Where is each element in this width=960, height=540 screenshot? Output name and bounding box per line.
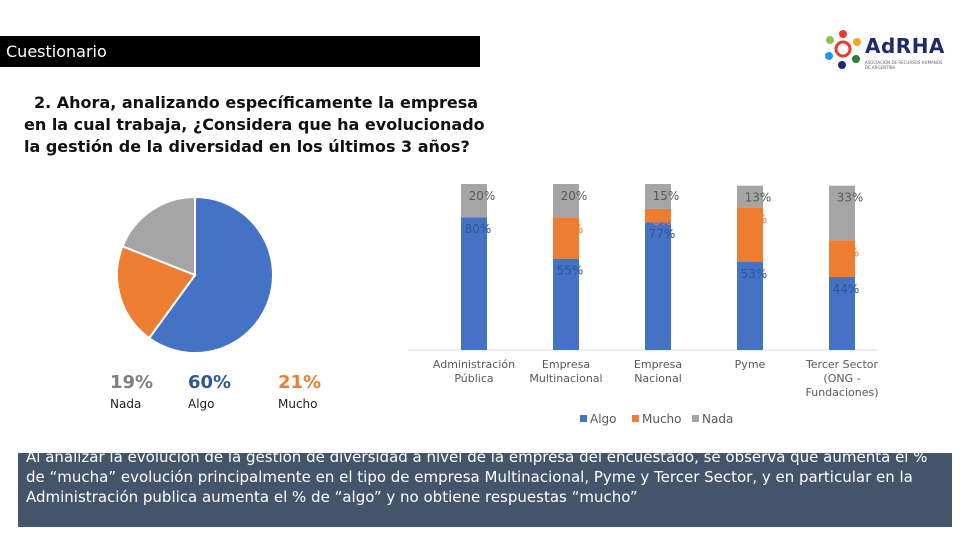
bar-nada-3 <box>737 185 763 208</box>
header-title-bar: Cuestionario <box>0 36 480 67</box>
pie-pct-algo: 60% <box>188 372 232 393</box>
pie-chart <box>110 190 280 360</box>
legend-swatch-algo <box>580 415 587 422</box>
bar-mucho-3 <box>737 207 763 263</box>
legend-label-algo: Algo <box>590 412 617 426</box>
bar-label-nada-2: 15% <box>653 189 680 203</box>
bar-algo-0 <box>461 217 487 350</box>
pie-pct-mucho: 21% <box>278 372 322 393</box>
pie-label-mucho: Mucho <box>278 397 318 411</box>
header-title: Cuestionario <box>6 42 107 61</box>
bar-label-mucho-3: 33% <box>741 212 768 226</box>
legend-label-mucho: Mucho <box>642 412 682 426</box>
bar-label-mucho-1: 25% <box>557 222 584 236</box>
footer-summary: Al analizar la evolución de la gestión d… <box>18 453 952 527</box>
bar-nada-1 <box>553 184 579 218</box>
footer-text: Al analizar la evolución de la gestión d… <box>26 453 928 506</box>
bar-nada-2 <box>645 184 671 209</box>
logo-subtitle: ASOCIACIÓN DE RECURSOS HUMANOS DE ARGENT… <box>865 60 943 70</box>
pie-label-nada: Nada <box>110 397 142 411</box>
bar-mucho-1 <box>553 217 579 259</box>
bar-label-nada-4: 33% <box>837 191 864 205</box>
bar-label-nada-3: 13% <box>745 191 772 205</box>
bar-label-mucho-4: 22% <box>833 245 860 259</box>
bar-algo-1 <box>553 258 579 350</box>
category-label-1: Empresa Multinacional <box>529 358 602 385</box>
pie-stat-algo: 60% Algo <box>188 372 231 411</box>
bar-algo-3 <box>737 262 763 350</box>
bar-label-mucho-2: 8% <box>652 214 671 228</box>
bar-mucho-2 <box>645 208 671 223</box>
pie-slice-nada <box>121 195 196 277</box>
legend-swatch-nada <box>692 415 699 422</box>
category-label-4: Tercer Sector (ONG -Fundaciones) <box>805 358 879 399</box>
logo-people-icon <box>825 30 861 69</box>
bar-label-nada-0: 20% <box>469 189 496 203</box>
bar-label-algo-4: 44% <box>833 282 860 296</box>
bar-label-algo-0: 80% <box>465 222 492 236</box>
pie-stat-mucho: 21% Mucho <box>278 372 321 411</box>
bar-mucho-4 <box>829 240 855 277</box>
pie-pct-nada: 19% <box>110 372 154 393</box>
category-label-3: Pyme <box>735 358 766 371</box>
bar-algo-4 <box>829 276 855 350</box>
bar-label-algo-1: 55% <box>557 264 584 278</box>
bar-nada-4 <box>829 185 855 241</box>
pie-slice-mucho <box>116 244 197 340</box>
pie-stat-nada: 19% Nada <box>110 372 153 411</box>
bar-label-algo-3: 53% <box>741 267 768 281</box>
legend-label-nada: Nada <box>702 412 733 426</box>
category-label-0: Administración Pública <box>433 358 515 385</box>
legend-swatch-mucho <box>632 415 639 422</box>
bar-algo-2 <box>645 222 671 350</box>
logo-name: AdRHA <box>865 34 945 58</box>
bar-label-algo-2: 77% <box>649 227 676 241</box>
stacked-bar-chart: 80% 20% Administración Pública 55% 25% 20% Empr… <box>408 184 879 426</box>
pie-label-algo: Algo <box>188 397 215 411</box>
category-label-2: Empresa Nacional <box>634 358 682 385</box>
bar-label-nada-1: 20% <box>561 189 588 203</box>
bar-nada-0 <box>461 184 487 218</box>
pie-slice-algo <box>147 195 274 354</box>
question-text: 2. Ahora, analizando específicamente la … <box>24 93 485 156</box>
adrha-logo: AdRHA ASOCIACIÓN DE RECURSOS HUMANOS DE … <box>822 28 960 78</box>
